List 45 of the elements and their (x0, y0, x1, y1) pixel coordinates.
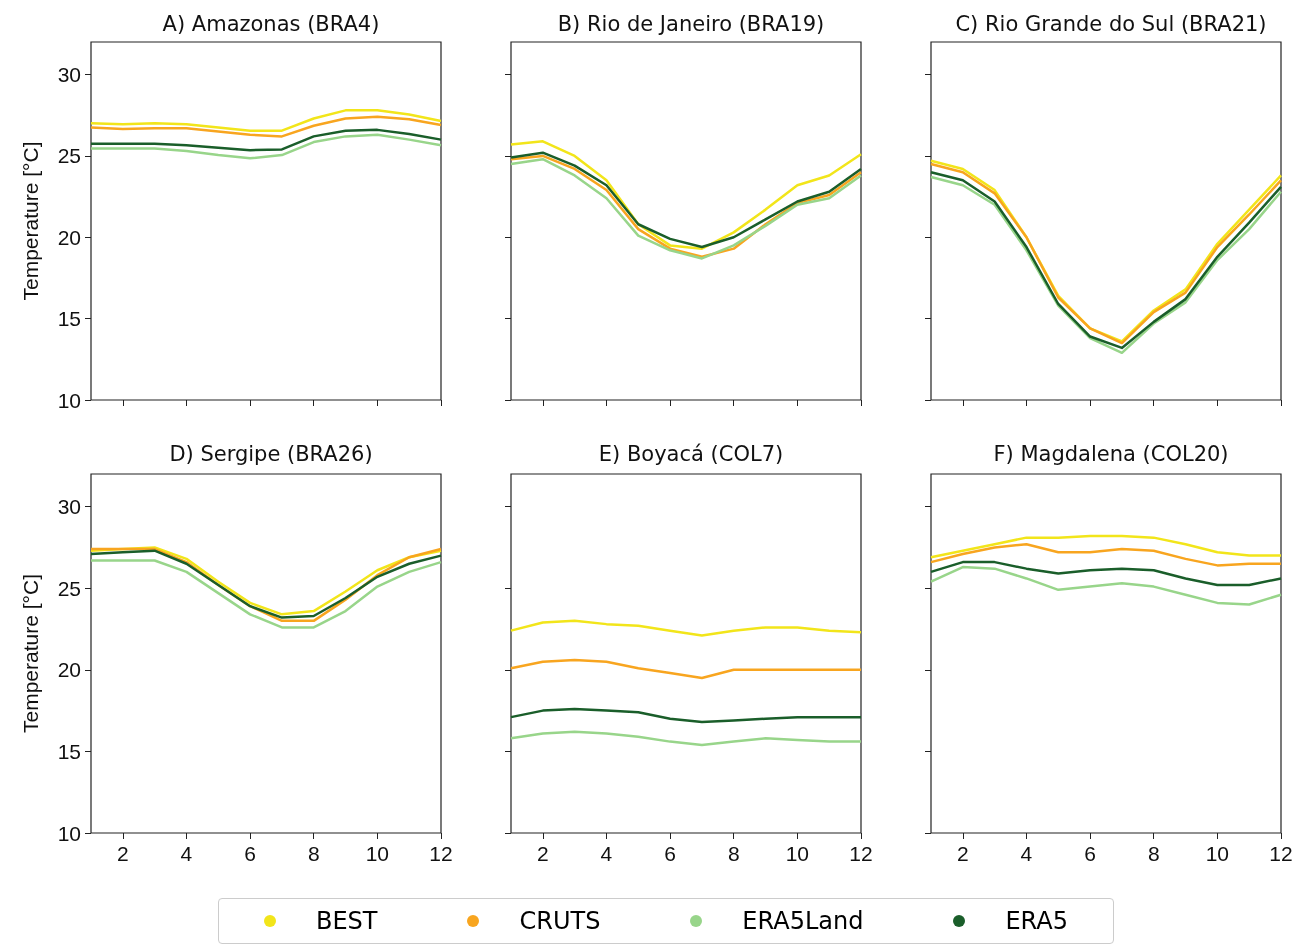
x-tick-label: 8 (307, 842, 320, 865)
x-tick-label: 4 (1020, 842, 1033, 865)
x-tick-label: 6 (244, 842, 256, 865)
x-tick-label: 4 (600, 842, 613, 865)
chart-title: A) Amazonas (BRA4) (162, 11, 380, 36)
y-tick-label: 30 (57, 63, 81, 87)
x-tick-label: 10 (365, 842, 390, 865)
chart-title: B) Rio de Janeiro (BRA19) (557, 11, 825, 36)
chart-title: D) Sergipe (BRA26) (169, 441, 373, 466)
line-series (89, 115, 443, 138)
x-tick-label: 12 (429, 842, 453, 865)
y-tick-label: 25 (57, 144, 81, 168)
x-tick-label: 12 (1269, 842, 1293, 865)
x-tick-label: 2 (116, 842, 129, 865)
x-tick-label: 2 (536, 842, 549, 865)
x-tick-label: 2 (956, 842, 969, 865)
y-tick-label: 20 (57, 225, 81, 249)
y-axis-title: Temperature [°C] (19, 141, 42, 301)
legend-label: ERA5 (1005, 907, 1068, 935)
y-tick-label: 30 (57, 495, 81, 519)
x-tick-label: 4 (180, 842, 193, 865)
y-tick-label: 10 (57, 821, 81, 845)
legend-label: ERA5Land (742, 907, 864, 935)
chart-title: F) Magdalena (COL20) (993, 441, 1229, 466)
x-tick-label: 10 (1205, 842, 1230, 865)
x-tick-label: 6 (664, 842, 676, 865)
line-series (89, 133, 443, 160)
x-tick-label: 6 (1084, 842, 1096, 865)
y-tick-label: 15 (57, 739, 81, 763)
line-series (89, 128, 443, 152)
x-tick-label: 8 (1147, 842, 1160, 865)
legend-label: CRUTS (519, 907, 601, 935)
y-axis-title: Temperature [°C] (19, 574, 42, 733)
y-tick-label: 25 (57, 576, 81, 600)
legend-label: BEST (315, 907, 378, 935)
chart-title: E) Boyacá (COL7) (598, 441, 784, 466)
y-tick-label: 20 (57, 658, 81, 682)
x-tick-label: 12 (849, 842, 873, 865)
chart-title: C) Rio Grande do Sul (BRA21) (955, 11, 1267, 36)
y-tick-label: 10 (57, 388, 81, 412)
x-tick-label: 8 (727, 842, 740, 865)
line-series (89, 109, 443, 132)
line-series (89, 559, 443, 629)
y-tick-label: 15 (57, 307, 81, 331)
x-tick-label: 10 (785, 842, 810, 865)
